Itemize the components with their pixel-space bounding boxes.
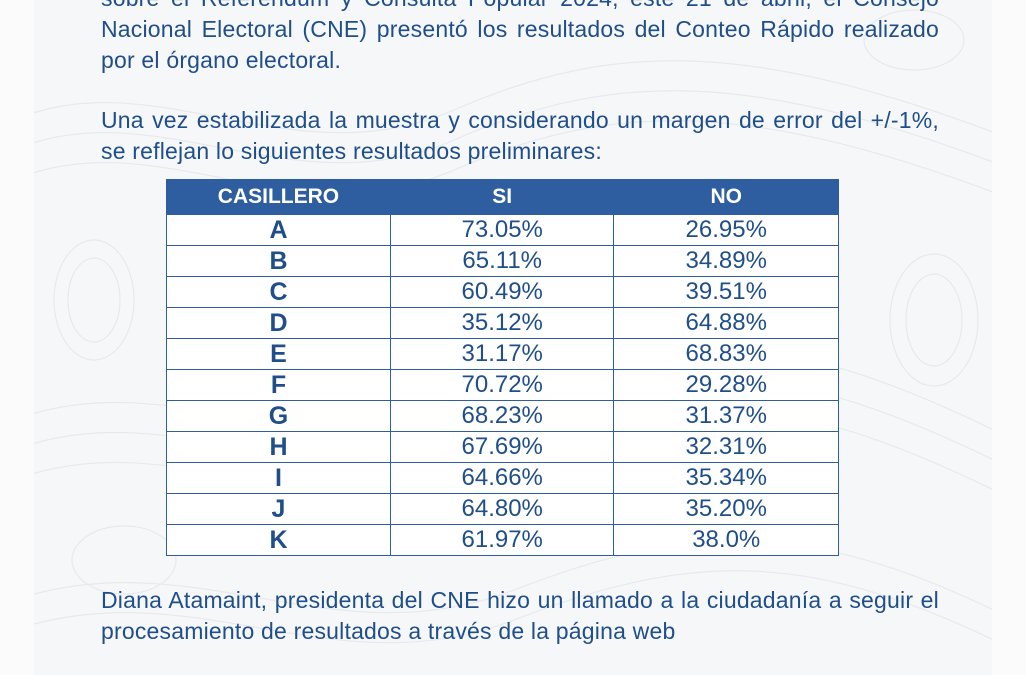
table-row: E 31.17% 68.83% xyxy=(166,338,839,370)
casillero-cell: E xyxy=(166,338,391,370)
closing-paragraph: Diana Atamaint, presidenta del CNE hizo … xyxy=(101,587,939,644)
no-cell: 26.95% xyxy=(613,214,839,246)
table-row: D 35.12% 64.88% xyxy=(166,307,839,339)
casillero-cell: F xyxy=(166,369,391,401)
casillero-cell: C xyxy=(166,276,391,308)
casillero-cell: A xyxy=(166,214,391,246)
no-cell: 64.88% xyxy=(613,307,839,339)
results-table-container: CASILLERO SI NO A 73.05% 26.95% B 65.11%… xyxy=(166,179,839,556)
si-cell: 67.69% xyxy=(389,431,615,463)
si-cell: 64.66% xyxy=(389,462,615,494)
left-margin xyxy=(0,0,34,675)
table-row: B 65.11% 34.89% xyxy=(166,245,839,277)
article-content: sobre el Referéndum y Consulta Popular 2… xyxy=(101,0,939,647)
no-cell: 39.51% xyxy=(613,276,839,308)
no-cell: 35.20% xyxy=(613,493,839,525)
si-cell: 70.72% xyxy=(389,369,615,401)
si-cell: 31.17% xyxy=(389,338,615,370)
intro-paragraph: sobre el Referéndum y Consulta Popular 2… xyxy=(101,0,939,73)
header-casillero: CASILLERO xyxy=(166,179,391,215)
table-header-row: CASILLERO SI NO xyxy=(166,179,839,215)
table-row: F 70.72% 29.28% xyxy=(166,369,839,401)
casillero-cell: K xyxy=(166,524,391,556)
casillero-cell: H xyxy=(166,431,391,463)
no-cell: 38.0% xyxy=(613,524,839,556)
right-margin xyxy=(992,0,1026,675)
table-row: A 73.05% 26.95% xyxy=(166,214,839,246)
no-cell: 34.89% xyxy=(613,245,839,277)
si-cell: 64.80% xyxy=(389,493,615,525)
table-row: H 67.69% 32.31% xyxy=(166,431,839,463)
no-cell: 31.37% xyxy=(613,400,839,432)
no-cell: 29.28% xyxy=(613,369,839,401)
si-cell: 68.23% xyxy=(389,400,615,432)
table-row: G 68.23% 31.37% xyxy=(166,400,839,432)
document-page: sobre el Referéndum y Consulta Popular 2… xyxy=(34,0,992,675)
table-row: I 64.66% 35.34% xyxy=(166,462,839,494)
no-cell: 32.31% xyxy=(613,431,839,463)
table-row: K 61.97% 38.0% xyxy=(166,524,839,556)
casillero-cell: G xyxy=(166,400,391,432)
casillero-cell: D xyxy=(166,307,391,339)
table-row: J 64.80% 35.20% xyxy=(166,493,839,525)
si-cell: 65.11% xyxy=(389,245,615,277)
si-cell: 60.49% xyxy=(389,276,615,308)
header-si: SI xyxy=(389,179,615,215)
header-no: NO xyxy=(613,179,839,215)
si-cell: 35.12% xyxy=(389,307,615,339)
casillero-cell: B xyxy=(166,245,391,277)
no-cell: 35.34% xyxy=(613,462,839,494)
table-row: C 60.49% 39.51% xyxy=(166,276,839,308)
casillero-cell: J xyxy=(166,493,391,525)
casillero-cell: I xyxy=(166,462,391,494)
no-cell: 68.83% xyxy=(613,338,839,370)
si-cell: 61.97% xyxy=(389,524,615,556)
results-table: CASILLERO SI NO A 73.05% 26.95% B 65.11%… xyxy=(166,179,839,556)
sample-paragraph: Una vez estabilizada la muestra y consid… xyxy=(101,107,939,164)
si-cell: 73.05% xyxy=(389,214,615,246)
